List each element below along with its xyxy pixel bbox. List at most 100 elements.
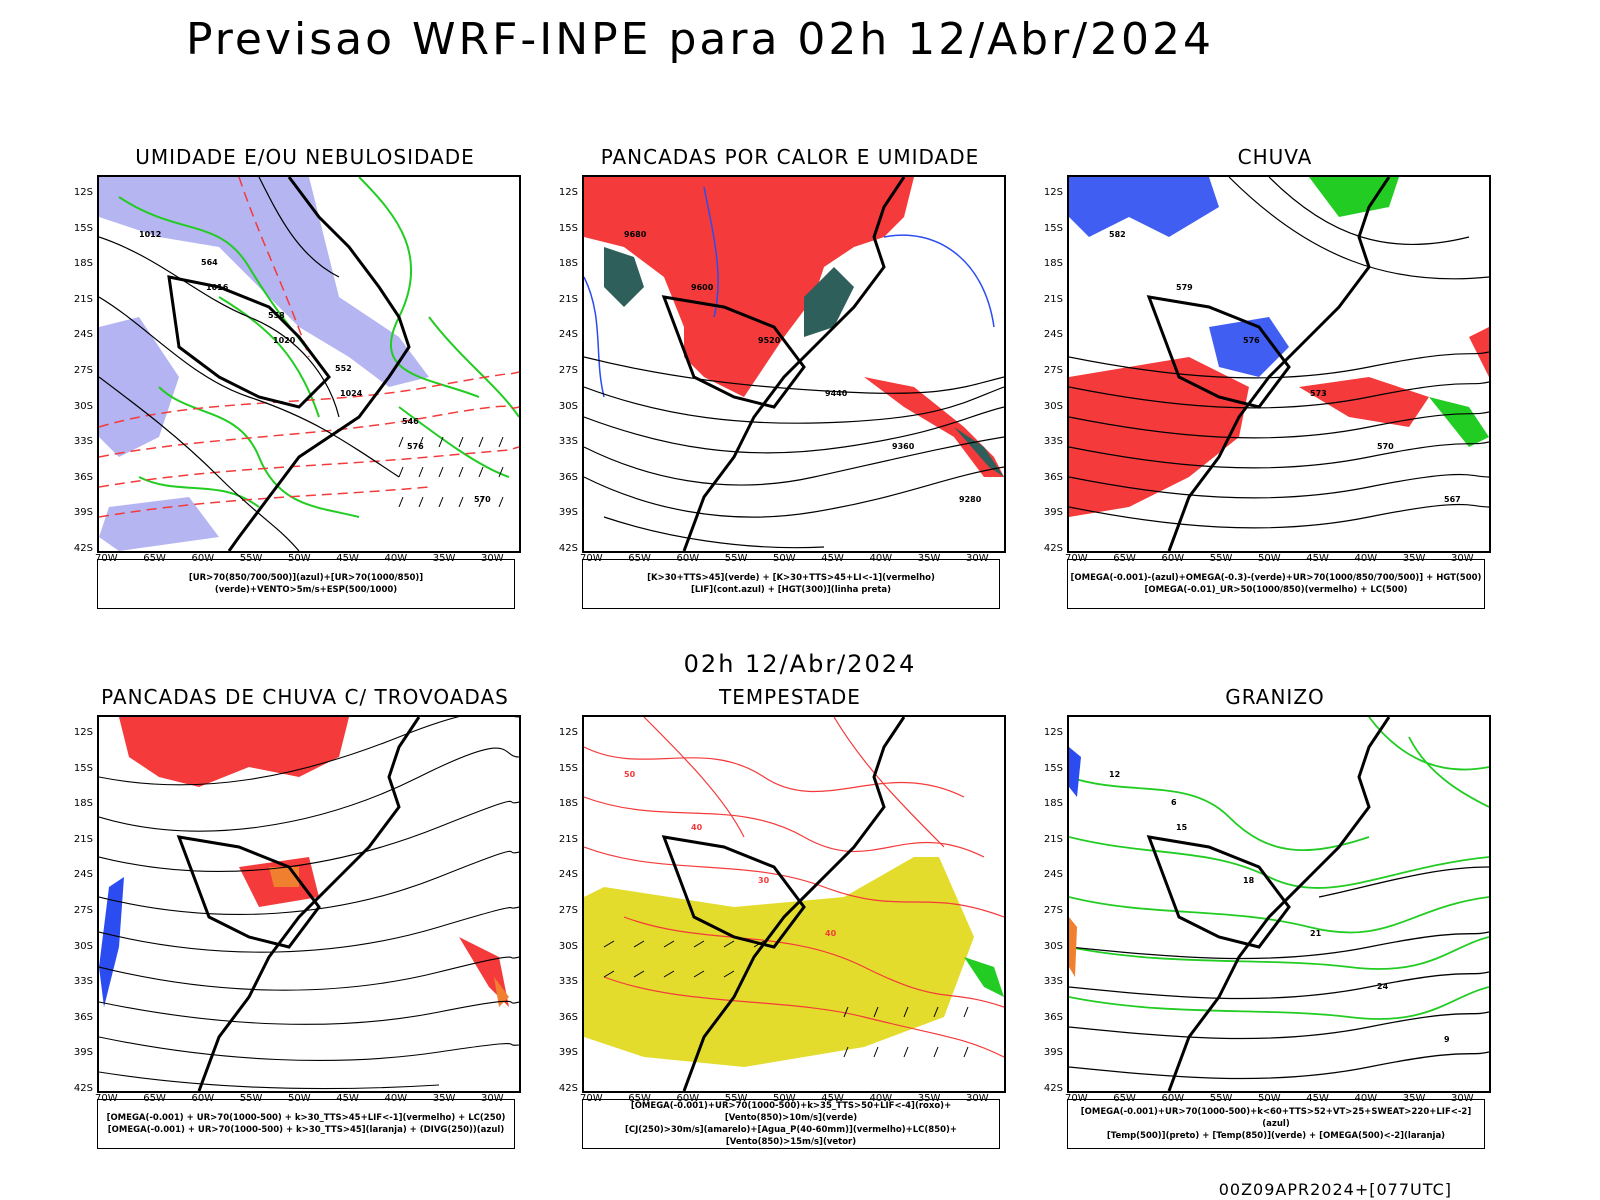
contour-label: 30 bbox=[758, 876, 770, 885]
panel-legend: [UR>70(850/700/500)](azul)+[UR>70(1000/8… bbox=[97, 559, 515, 609]
contour-label: 9 bbox=[1444, 1035, 1450, 1044]
lat-label: 18S bbox=[73, 798, 93, 810]
panel-legend: [K>30+TTS>45](verde) + [K>30+TTS>45+LI<-… bbox=[582, 559, 1000, 609]
contour-label: 1016 bbox=[206, 283, 229, 292]
panel-legend: [OMEGA(-0.001)+UR>70(1000-500)+k>35_TTS>… bbox=[582, 1099, 1000, 1149]
lat-label: 27S bbox=[558, 905, 578, 916]
lat-label: 36S bbox=[73, 471, 93, 483]
lon-label: 60W bbox=[1161, 1093, 1185, 1104]
lon-label: 30W bbox=[1451, 553, 1474, 564]
green-wind-region bbox=[964, 957, 1004, 997]
lon-label: 55W bbox=[724, 553, 748, 564]
panel-tempestade: TEMPESTADE bbox=[559, 685, 1050, 1155]
contour-label: 576 bbox=[407, 442, 424, 451]
contour-label: 21 bbox=[1310, 929, 1322, 938]
lon-label: 65W bbox=[143, 1093, 166, 1104]
contour-label: 9440 bbox=[825, 389, 848, 398]
coastline bbox=[167, 177, 411, 551]
lon-label: 30W bbox=[481, 1093, 504, 1104]
lat-label: 33S bbox=[73, 976, 93, 988]
lat-label: 12S bbox=[558, 727, 578, 738]
lon-label: 50W bbox=[773, 1093, 796, 1104]
lat-label: 15S bbox=[1043, 222, 1063, 234]
lon-label: 70W bbox=[1065, 1093, 1088, 1104]
contour-label: 564 bbox=[201, 258, 218, 267]
panel-umidade: UMIDADE E/OU NEBULOSIDADE bbox=[74, 145, 565, 615]
lat-label: 21S bbox=[1043, 293, 1063, 305]
lat-label: 42S bbox=[73, 543, 93, 554]
lat-label: 42S bbox=[1043, 543, 1063, 554]
contour-label: 50 bbox=[624, 770, 636, 779]
lat-label: 30S bbox=[1043, 940, 1063, 952]
coastline bbox=[1146, 717, 1391, 1091]
lat-label: 18S bbox=[558, 798, 578, 810]
lat-label: 27S bbox=[73, 365, 93, 376]
lon-label: 50W bbox=[288, 553, 311, 564]
lat-label: 30S bbox=[558, 940, 578, 952]
lon-label: 30W bbox=[966, 1093, 989, 1104]
panel-title: GRANIZO bbox=[1225, 685, 1325, 709]
lon-label: 55W bbox=[1209, 553, 1233, 564]
lon-label: 70W bbox=[580, 553, 603, 564]
coastline bbox=[176, 717, 421, 1091]
lon-label: 65W bbox=[143, 553, 166, 564]
lat-label: 24S bbox=[558, 329, 578, 341]
page-title: Previsao WRF-INPE para 02h 12/Abr/2024 bbox=[185, 14, 1214, 65]
panel-title: PANCADAS POR CALOR E UMIDADE bbox=[600, 145, 980, 169]
lat-label: 15S bbox=[1043, 762, 1063, 774]
lat-label: 21S bbox=[558, 293, 578, 305]
lon-label: 65W bbox=[628, 553, 651, 564]
lon-label: 35W bbox=[432, 553, 456, 564]
coastline bbox=[1146, 177, 1391, 551]
lon-label: 35W bbox=[917, 553, 941, 564]
lat-label: 39S bbox=[558, 1047, 578, 1059]
lat-label: 12S bbox=[73, 187, 93, 198]
lat-label: 36S bbox=[558, 471, 578, 483]
blue-hail-region bbox=[1069, 747, 1081, 797]
lat-label: 33S bbox=[558, 976, 578, 988]
map-trovoadas bbox=[97, 715, 521, 1093]
panel-legend: [OMEGA(-0.001) + UR>70(1000-500) + k>30_… bbox=[97, 1099, 515, 1149]
contour-label: 9680 bbox=[624, 230, 647, 239]
lat-label: 24S bbox=[73, 329, 93, 341]
contour-label: 1020 bbox=[273, 336, 296, 345]
panel-granizo: GRANIZO bbox=[1044, 685, 1535, 1155]
lat-label: 39S bbox=[1043, 1047, 1063, 1059]
lon-label: 70W bbox=[95, 553, 118, 564]
lat-label: 18S bbox=[73, 258, 93, 270]
map-umidade: 1012 1016 1020 1024 576 570 564 558 552 546 bbox=[97, 175, 521, 553]
lat-label: 24S bbox=[1043, 869, 1063, 881]
lon-label: 45W bbox=[1306, 1093, 1329, 1104]
coastline bbox=[661, 717, 906, 1091]
lat-label: 33S bbox=[558, 436, 578, 448]
orange-omega-region bbox=[1069, 917, 1077, 977]
teal-instability-region bbox=[604, 247, 1004, 477]
lon-label: 40W bbox=[384, 1093, 408, 1104]
contour-label: 6 bbox=[1171, 798, 1177, 807]
lat-label: 30S bbox=[73, 400, 93, 412]
red-rain-region bbox=[1069, 327, 1489, 517]
lat-label: 24S bbox=[558, 869, 578, 881]
lat-label: 21S bbox=[1043, 833, 1063, 845]
lat-label: 33S bbox=[1043, 436, 1063, 448]
green-temp850-contours bbox=[1069, 717, 1489, 1020]
lon-label: 55W bbox=[724, 1093, 748, 1104]
lon-label: 50W bbox=[773, 553, 796, 564]
lon-label: 45W bbox=[821, 1093, 844, 1104]
contour-label: 40 bbox=[691, 823, 703, 832]
lat-label: 12S bbox=[558, 187, 578, 198]
lon-label: 35W bbox=[917, 1093, 941, 1104]
contour-label: 40 bbox=[825, 929, 837, 938]
panel-title: CHUVA bbox=[1237, 145, 1313, 169]
lat-label: 18S bbox=[1043, 798, 1063, 810]
lat-label: 12S bbox=[1043, 727, 1063, 738]
lat-label: 33S bbox=[73, 436, 93, 448]
contour-label: 579 bbox=[1176, 283, 1193, 292]
lat-label: 21S bbox=[558, 833, 578, 845]
lat-label: 15S bbox=[558, 762, 578, 774]
panel-title: PANCADAS DE CHUVA C/ TROVOADAS bbox=[101, 685, 509, 709]
lat-label: 42S bbox=[558, 543, 578, 554]
lon-label: 65W bbox=[1113, 553, 1136, 564]
lat-label: 27S bbox=[1043, 365, 1063, 376]
lon-label: 55W bbox=[1209, 1093, 1233, 1104]
